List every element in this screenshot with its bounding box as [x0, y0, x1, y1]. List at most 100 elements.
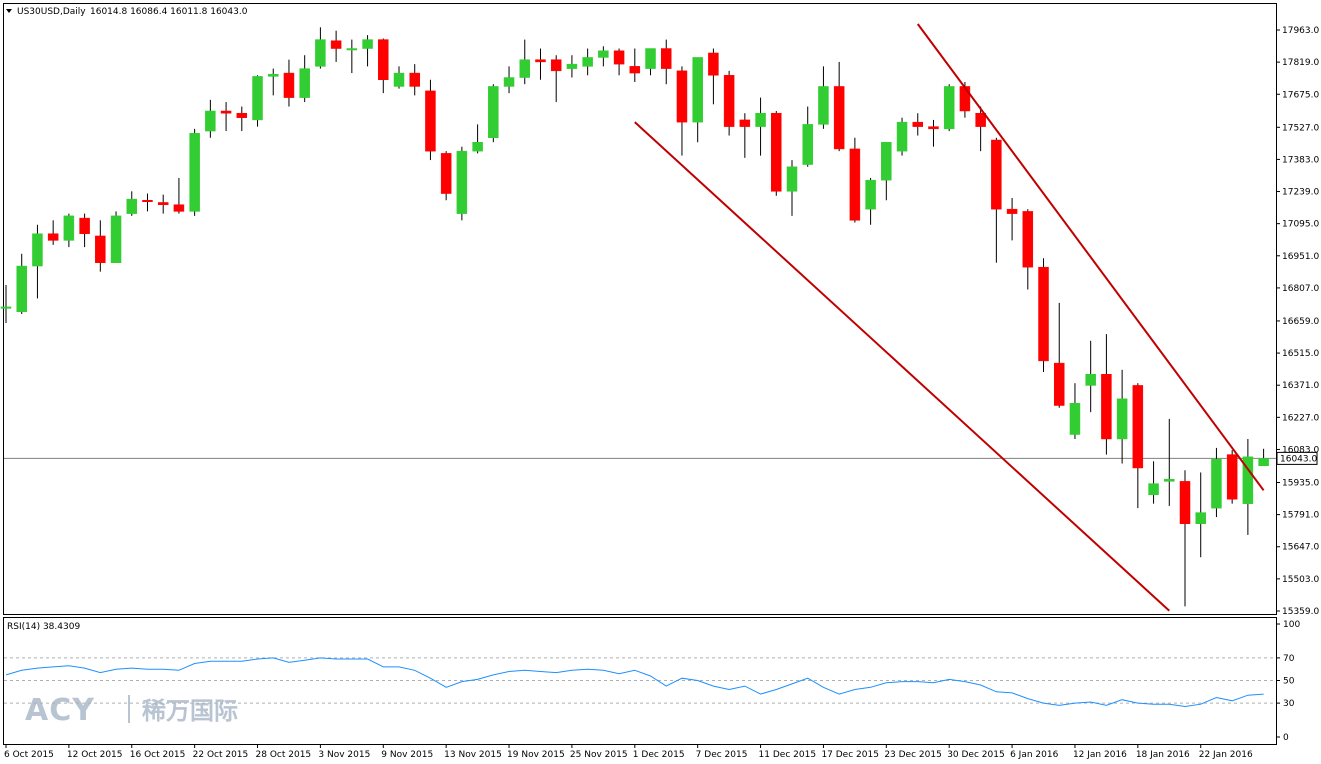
price-tick-label: 17819.0: [1282, 58, 1319, 68]
collapse-triangle-icon[interactable]: [6, 9, 12, 13]
candle-body: [519, 59, 531, 78]
candle-body: [849, 148, 861, 221]
candle-body: [95, 235, 106, 263]
trendline: [634, 121, 1170, 612]
trendlines: [634, 23, 1265, 612]
candle-body: [833, 86, 845, 150]
candle: [95, 220, 106, 272]
candle-body: [488, 86, 499, 139]
rsi-level-lines: [4, 657, 1276, 704]
watermark: ACY 稀万国际: [25, 693, 238, 728]
rsi-tick-label: 0: [1283, 733, 1289, 743]
candle: [676, 66, 688, 156]
candle: [1101, 334, 1112, 455]
candle-body: [283, 72, 295, 98]
time-tick-label: 23 Dec 2015: [884, 750, 942, 760]
candle-body: [173, 204, 185, 212]
price-tick-label: 15503.0: [1282, 575, 1319, 585]
candle-body: [1242, 456, 1254, 504]
candle: [283, 59, 295, 107]
candle-body: [959, 86, 971, 112]
candle: [912, 113, 924, 136]
candle-body: [692, 57, 703, 123]
time-tick-label: 12 Oct 2015: [67, 750, 123, 760]
price-tick-label: 16227.0: [1282, 413, 1319, 423]
candle: [1242, 438, 1254, 535]
candle-body: [79, 217, 90, 234]
candle: [881, 141, 892, 201]
rsi-tick-label: 50: [1283, 677, 1295, 687]
time-tick-label: 3 Nov 2015: [318, 750, 370, 760]
candle-body: [723, 75, 735, 127]
candle: [346, 39, 358, 74]
candle: [47, 220, 59, 245]
rsi-tick-label: 30: [1283, 699, 1295, 709]
candle: [723, 70, 735, 136]
main-panel: [3, 3, 1277, 615]
watermark-divider: [128, 695, 130, 723]
candle: [299, 55, 310, 103]
candle: [755, 97, 766, 156]
candle-body: [708, 52, 719, 76]
candle: [189, 128, 200, 216]
candle: [771, 110, 782, 196]
candle: [378, 38, 389, 94]
candle: [943, 84, 955, 132]
candle-body: [881, 141, 892, 181]
time-tick-label: 7 Dec 2015: [696, 750, 748, 760]
candle: [0, 285, 12, 323]
time-tick-label: 12 Jan 2016: [1073, 750, 1127, 760]
candle: [157, 194, 169, 214]
candle-body: [330, 40, 342, 49]
candle: [205, 99, 216, 138]
candle-body: [1069, 403, 1081, 435]
time-tick-label: 13 Nov 2015: [444, 750, 502, 760]
candle-body: [189, 133, 200, 212]
candle: [660, 39, 672, 85]
candle: [566, 55, 578, 78]
last-price-label: 16043.0: [1280, 454, 1317, 464]
candle: [802, 106, 813, 167]
price-tick-label: 17095.0: [1282, 220, 1319, 230]
candle-body: [63, 215, 75, 241]
candle-body: [975, 112, 986, 127]
candle: [393, 66, 405, 89]
time-tick-label: 11 Dec 2015: [759, 750, 817, 760]
candle-body: [613, 50, 625, 65]
ohlc-values: 16014.8 16086.4 16011.8 16043.0: [90, 7, 248, 17]
candle-body: [252, 76, 263, 121]
candle-body: [896, 121, 908, 152]
candle: [582, 48, 593, 76]
candle: [236, 106, 248, 132]
price-tick-label: 15935.0: [1282, 478, 1319, 488]
time-tick-label: 30 Dec 2015: [947, 750, 1005, 760]
candle-body: [1101, 374, 1112, 440]
price-tick-label: 16807.0: [1282, 284, 1319, 294]
candle-body: [771, 112, 782, 192]
candle: [503, 66, 515, 94]
candle: [126, 191, 138, 216]
trendline: [916, 23, 1265, 491]
candle-body: [739, 119, 751, 127]
price-tick-label: 17383.0: [1282, 155, 1319, 165]
candle-body: [535, 59, 546, 63]
candle-body: [582, 57, 593, 67]
candle-body: [1179, 481, 1191, 525]
candle-body: [267, 73, 279, 77]
candle: [267, 68, 279, 96]
candle: [519, 39, 531, 85]
candle-body: [629, 66, 641, 74]
candle: [440, 151, 452, 201]
candle: [613, 48, 625, 76]
candle: [550, 55, 562, 103]
candle-body: [47, 233, 59, 241]
candle-body: [425, 90, 436, 152]
time-axis: 6 Oct 2015 12 Oct 2015 16 Oct 2015 22 Oct 2…: [4, 744, 1253, 760]
time-tick-label: 22 Jan 2016: [1199, 750, 1253, 760]
price-tick-label: 15647.0: [1282, 543, 1319, 553]
candle: [142, 193, 153, 212]
time-tick-label: 28 Oct 2015: [256, 750, 312, 760]
candle-body: [550, 59, 562, 72]
price-tick-label: 16659.0: [1282, 317, 1319, 327]
